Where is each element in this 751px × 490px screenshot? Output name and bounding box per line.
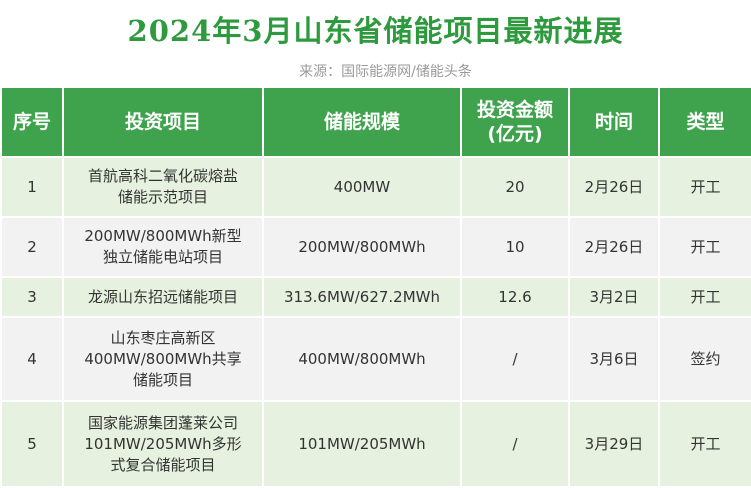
- column-header: 类型: [658, 86, 751, 158]
- table-cell: 313.6MW/627.2MWh: [262, 276, 462, 318]
- table-cell: 龙源山东招远储能项目: [62, 276, 264, 318]
- table-cell: 2月26日: [568, 156, 660, 218]
- table-cell: 签约: [658, 316, 751, 402]
- table-cell: 1: [0, 156, 64, 218]
- table-cell: 10: [460, 216, 570, 278]
- table-cell: 3月2日: [568, 276, 660, 318]
- column-header: 时间: [568, 86, 660, 158]
- table-cell: 2月26日: [568, 216, 660, 278]
- table-row: 5 国家能源集团蓬莱公司 101MW/205MWh多形 式复合储能项目 101MW/…: [0, 400, 751, 488]
- table-cell: 开工: [658, 156, 751, 218]
- table-cell: /: [460, 400, 570, 488]
- title: 2024年3月山东省储能项目最新进展: [127, 14, 624, 48]
- column-header: 投资金额 (亿元): [460, 86, 570, 158]
- table-cell: 2: [0, 216, 64, 278]
- table-cell: 3月6日: [568, 316, 660, 402]
- column-header: 序号: [0, 86, 64, 158]
- table-row: 3 龙源山东招远储能项目 313.6MW/627.2MWh 12.6 3月2日 开工: [0, 276, 751, 318]
- table-cell: 5: [0, 400, 64, 488]
- header-row: 序号 投资项目 储能规模 投资金额 (亿元) 时间 类型: [0, 86, 751, 158]
- table-cell: 3: [0, 276, 64, 318]
- column-header: 投资项目: [62, 86, 264, 158]
- table-cell: 4: [0, 316, 64, 402]
- table: 序号 投资项目 储能规模 投资金额 (亿元) 时间 类型 1 首航高科二氧化碳熔盐 储能示范…: [0, 86, 751, 488]
- table-cell: 开工: [658, 216, 751, 278]
- table-row: 2 200MW/800MWh新型 独立储能电站项目 200MW/800MWh 10 2月…: [0, 216, 751, 278]
- source: 来源：国际能源网/储能头条: [299, 64, 472, 80]
- table-cell: 20: [460, 156, 570, 218]
- table-cell: 国家能源集团蓬莱公司 101MW/205MWh多形 式复合储能项目: [62, 400, 264, 488]
- table-cell: 开工: [658, 400, 751, 488]
- table-cell: 3月29日: [568, 400, 660, 488]
- table-cell: 200MW/800MWh新型 独立储能电站项目: [62, 216, 264, 278]
- table-cell: 首航高科二氧化碳熔盐 储能示范项目: [62, 156, 264, 218]
- table-cell: 101MW/205MWh: [262, 400, 462, 488]
- table-cell: 200MW/800MWh: [262, 216, 462, 278]
- table-cell: 山东枣庄高新区 400MW/800MWh共享 储能项目: [62, 316, 264, 402]
- table-cell: 开工: [658, 276, 751, 318]
- table-cell: /: [460, 316, 570, 402]
- column-header: 储能规模: [262, 86, 462, 158]
- table-cell: 400MW: [262, 156, 462, 218]
- table-cell: 12.6: [460, 276, 570, 318]
- table-cell: 400MW/800MWh: [262, 316, 462, 402]
- table-row: 4 山东枣庄高新区 400MW/800MWh共享 储能项目 400MW/800MWh…: [0, 316, 751, 402]
- table-row: 1 首航高科二氧化碳熔盐 储能示范项目 400MW 20 2月26日 开工: [0, 156, 751, 218]
